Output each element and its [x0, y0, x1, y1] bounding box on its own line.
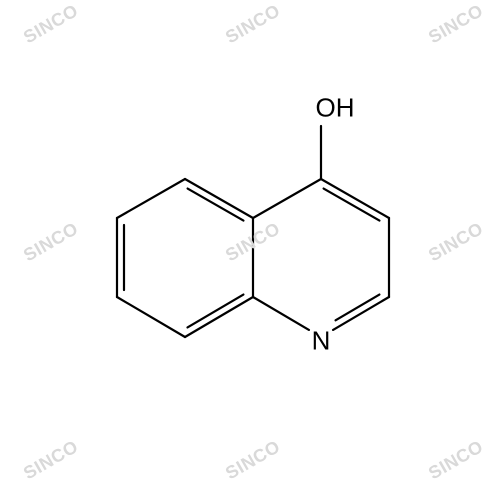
bond	[117, 297, 185, 337]
bond	[321, 179, 389, 218]
bond	[117, 179, 185, 218]
bond	[185, 179, 253, 218]
atom-label-oh: OH	[316, 93, 355, 124]
bond	[253, 179, 321, 218]
bond	[324, 189, 380, 221]
molecule-canvas	[0, 0, 500, 500]
bond	[185, 297, 253, 337]
bond	[333, 297, 389, 330]
bond	[188, 189, 244, 221]
atom-label-n: N	[312, 326, 331, 357]
bond	[253, 297, 309, 330]
bond	[187, 295, 243, 328]
